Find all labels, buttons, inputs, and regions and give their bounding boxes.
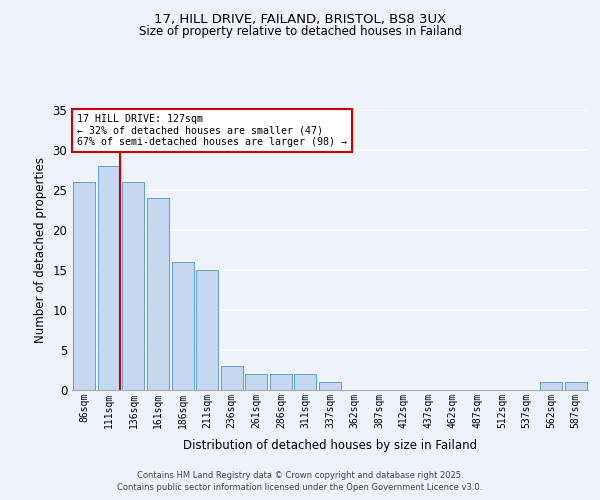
- X-axis label: Distribution of detached houses by size in Failand: Distribution of detached houses by size …: [183, 439, 477, 452]
- Text: 17 HILL DRIVE: 127sqm
← 32% of detached houses are smaller (47)
67% of semi-deta: 17 HILL DRIVE: 127sqm ← 32% of detached …: [77, 114, 347, 148]
- Bar: [245, 374, 268, 390]
- Bar: [196, 270, 218, 390]
- Bar: [172, 262, 194, 390]
- Bar: [295, 374, 316, 390]
- Text: Contains HM Land Registry data © Crown copyright and database right 2025.
Contai: Contains HM Land Registry data © Crown c…: [118, 471, 482, 492]
- Bar: [122, 182, 145, 390]
- Bar: [319, 382, 341, 390]
- Bar: [73, 182, 95, 390]
- Bar: [98, 166, 120, 390]
- Bar: [540, 382, 562, 390]
- Bar: [221, 366, 243, 390]
- Text: Size of property relative to detached houses in Failand: Size of property relative to detached ho…: [139, 25, 461, 38]
- Bar: [147, 198, 169, 390]
- Y-axis label: Number of detached properties: Number of detached properties: [34, 157, 47, 343]
- Bar: [270, 374, 292, 390]
- Bar: [565, 382, 587, 390]
- Text: 17, HILL DRIVE, FAILAND, BRISTOL, BS8 3UX: 17, HILL DRIVE, FAILAND, BRISTOL, BS8 3U…: [154, 12, 446, 26]
